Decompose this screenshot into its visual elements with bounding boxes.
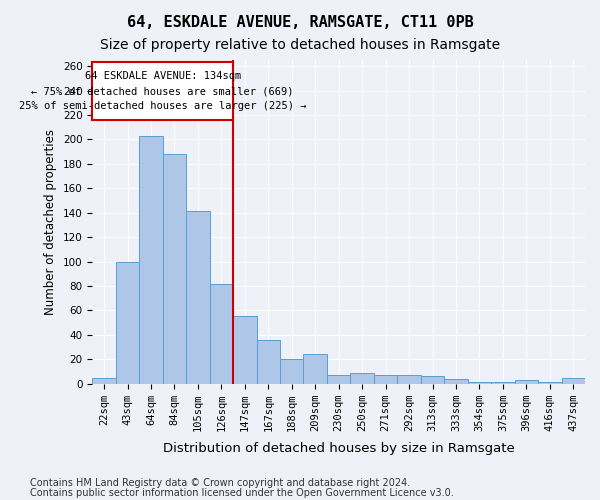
Text: 64 ESKDALE AVENUE: 134sqm
← 75% of detached houses are smaller (669)
25% of semi: 64 ESKDALE AVENUE: 134sqm ← 75% of detac… xyxy=(19,72,307,111)
Bar xyxy=(163,154,186,384)
Bar xyxy=(209,284,233,384)
Bar xyxy=(374,375,397,384)
Bar xyxy=(327,375,350,384)
Text: Size of property relative to detached houses in Ramsgate: Size of property relative to detached ho… xyxy=(100,38,500,52)
Bar xyxy=(139,136,163,384)
Bar xyxy=(186,212,209,384)
Bar xyxy=(304,354,327,384)
FancyBboxPatch shape xyxy=(92,62,233,120)
Bar xyxy=(116,262,139,384)
Bar xyxy=(421,376,444,384)
Bar xyxy=(257,340,280,384)
Bar xyxy=(538,382,562,384)
Bar xyxy=(397,375,421,384)
Bar xyxy=(444,379,467,384)
Bar xyxy=(467,382,491,384)
Bar xyxy=(92,378,116,384)
Bar xyxy=(562,378,585,384)
Bar xyxy=(491,382,515,384)
Y-axis label: Number of detached properties: Number of detached properties xyxy=(44,129,57,315)
Bar xyxy=(350,372,374,384)
Bar xyxy=(233,316,257,384)
Bar xyxy=(280,359,304,384)
Text: Contains public sector information licensed under the Open Government Licence v3: Contains public sector information licen… xyxy=(30,488,454,498)
X-axis label: Distribution of detached houses by size in Ramsgate: Distribution of detached houses by size … xyxy=(163,442,515,455)
Text: 64, ESKDALE AVENUE, RAMSGATE, CT11 0PB: 64, ESKDALE AVENUE, RAMSGATE, CT11 0PB xyxy=(127,15,473,30)
Bar xyxy=(515,380,538,384)
Text: Contains HM Land Registry data © Crown copyright and database right 2024.: Contains HM Land Registry data © Crown c… xyxy=(30,478,410,488)
